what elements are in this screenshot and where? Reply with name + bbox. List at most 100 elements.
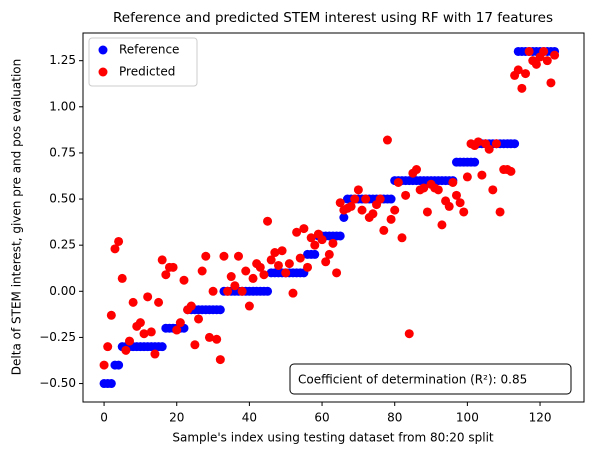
point — [215, 355, 225, 365]
point — [215, 305, 225, 315]
point — [390, 205, 400, 215]
point — [168, 262, 178, 272]
point — [357, 205, 367, 215]
point — [506, 166, 516, 176]
point — [422, 207, 432, 217]
point — [114, 360, 124, 370]
point — [321, 257, 331, 267]
point — [190, 340, 200, 350]
point — [292, 227, 302, 237]
chart-title: Reference and predicted STEM interest us… — [113, 10, 553, 26]
point — [270, 248, 280, 258]
point — [161, 270, 171, 280]
y-tick-label: −0.50 — [39, 376, 76, 390]
x-tick-label: 120 — [529, 411, 552, 425]
y-tick-label: −0.25 — [39, 330, 76, 344]
point — [284, 259, 294, 269]
point — [106, 310, 116, 320]
point — [219, 251, 229, 261]
point — [237, 286, 247, 296]
point — [288, 288, 298, 298]
point — [157, 255, 167, 265]
y-tick-label: 1.00 — [49, 99, 76, 113]
point — [226, 272, 236, 282]
point — [194, 314, 204, 324]
point — [473, 137, 483, 147]
point — [546, 78, 556, 88]
y-tick-label: 1.25 — [49, 53, 76, 67]
point — [186, 301, 196, 311]
point — [117, 273, 127, 283]
point — [255, 262, 265, 272]
x-tick-label: 100 — [456, 411, 479, 425]
x-axis-label: Sample's index using testing dataset fro… — [172, 431, 494, 445]
point — [332, 268, 342, 278]
point — [412, 165, 422, 175]
point — [404, 329, 414, 339]
point — [335, 198, 345, 208]
point — [542, 56, 552, 66]
point — [397, 233, 407, 243]
point — [281, 268, 291, 278]
annotation-text: Coefficient of determination (R²): 0.85 — [298, 373, 527, 387]
y-tick-label: 0.75 — [49, 145, 76, 159]
point — [510, 139, 520, 149]
point — [233, 251, 243, 261]
point — [531, 59, 541, 69]
point — [437, 220, 447, 230]
x-tick-label: 20 — [169, 411, 184, 425]
y-axis-label: Delta of STEM interest, given pre and po… — [10, 59, 24, 375]
point — [175, 318, 185, 328]
point — [223, 286, 233, 296]
annotation-box — [289, 363, 572, 395]
annotation: Coefficient of determination (R²): 0.85 — [289, 363, 572, 395]
point — [157, 342, 167, 352]
point — [143, 292, 153, 302]
point — [110, 244, 120, 254]
y-tick-label: 0.00 — [49, 284, 76, 298]
point — [379, 225, 389, 235]
point — [488, 185, 498, 195]
point — [299, 224, 309, 234]
point — [346, 201, 356, 211]
point — [419, 183, 429, 193]
point — [353, 185, 363, 195]
point — [197, 266, 207, 276]
point — [382, 135, 392, 145]
point — [263, 286, 273, 296]
legend-marker — [98, 45, 108, 55]
point — [277, 246, 287, 256]
legend-marker — [98, 67, 108, 77]
point — [208, 286, 218, 296]
point — [317, 235, 327, 245]
point — [306, 233, 316, 243]
legend-label: Predicted — [119, 65, 175, 79]
point — [114, 236, 124, 246]
point — [448, 177, 458, 187]
point — [248, 273, 258, 283]
point — [335, 231, 345, 241]
point — [451, 190, 461, 200]
point — [539, 46, 549, 56]
point — [339, 213, 349, 222]
point — [244, 301, 254, 311]
legend-label: Reference — [119, 43, 179, 57]
point — [495, 207, 505, 217]
point — [491, 139, 501, 149]
legend: Reference Predicted — [88, 37, 198, 87]
point — [259, 270, 269, 280]
point — [154, 297, 164, 307]
y-tick-label: 0.50 — [49, 192, 76, 206]
point — [99, 360, 109, 370]
point — [125, 336, 135, 346]
y-tick-label: 0.25 — [49, 238, 76, 252]
point — [230, 281, 240, 291]
point — [459, 207, 469, 217]
point — [484, 144, 494, 154]
point — [273, 260, 283, 270]
point — [462, 172, 472, 182]
point — [201, 251, 211, 261]
point — [401, 190, 411, 200]
x-tick-label: 40 — [242, 411, 257, 425]
